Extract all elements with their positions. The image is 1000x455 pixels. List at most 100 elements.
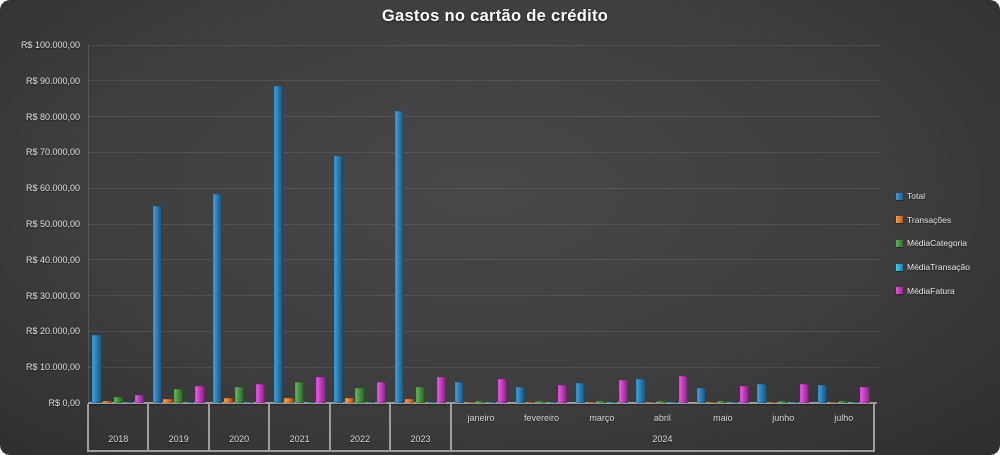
bar-médiafatura-2021[interactable] [316,376,326,403]
bar-transações-fevereiro[interactable] [526,401,536,403]
bar-total-abril[interactable] [636,379,646,403]
bar-médiatransação-maio[interactable] [728,401,739,403]
x-axis-month-label: maio [713,413,733,423]
x-axis-month-label: julho [834,413,854,423]
bar-médiatransação-2022[interactable] [366,401,376,403]
legend-label: Transações [907,214,952,225]
bar-transações-abril[interactable] [647,401,657,403]
bar-total-2023[interactable] [394,111,404,403]
x-axis-month-label: junho [772,413,795,423]
bar-total-julho[interactable] [817,385,828,403]
bar-médiacategoria-2019[interactable] [174,389,184,403]
bar-médiacategoria-2020[interactable] [234,387,244,403]
x-axis-month-label: janeiro [467,413,495,423]
bar-transações-2020[interactable] [223,398,234,403]
bar-transações-junho[interactable] [768,401,778,403]
gridline [88,330,880,332]
category-separator [389,404,392,451]
bar-médiatransação-março[interactable] [607,401,618,403]
bar-total-2020[interactable] [213,193,223,403]
bar-transações-2018[interactable] [102,400,113,403]
bar-total-março[interactable] [576,383,586,403]
y-axis-tick-label: R$ 40.000,00 [25,254,80,265]
gridline [88,295,880,297]
gridline [88,80,880,82]
x-axis-year-label: 2019 [168,434,189,444]
bar-médiafatura-maio[interactable] [739,385,749,403]
category-separator [268,404,271,451]
x-axis-year-label: 2018 [108,434,129,444]
bar-médiacategoria-janeiro[interactable] [476,400,486,403]
bar-médiafatura-fevereiro[interactable] [558,385,568,403]
category-separator [328,404,331,451]
bar-médiacategoria-abril[interactable] [657,400,667,403]
y-axis-tick-label: R$ 50.000,00 [25,219,80,229]
bar-médiatransação-abril[interactable] [668,401,678,403]
bar-médiacategoria-2018[interactable] [113,397,123,403]
bar-médiatransação-2023[interactable] [426,401,436,403]
x-axis-baseline [88,402,877,404]
bar-médiacategoria-março[interactable] [597,401,607,403]
bar-médiatransação-fevereiro[interactable] [547,401,557,403]
bar-médiafatura-2018[interactable] [134,395,145,403]
bar-médiacategoria-julho[interactable] [839,401,849,403]
y-axis-tick-label: R$ 60.000,00 [25,183,80,194]
bar-médiafatura-2020[interactable] [255,384,266,403]
bar-médiacategoria-fevereiro[interactable] [536,401,547,403]
bar-total-2022[interactable] [334,155,344,403]
legend-label: MédiaFatura [907,285,955,296]
legend-item-transações[interactable]: Transações [896,215,951,225]
bar-transações-2023[interactable] [405,398,415,403]
legend-item-médiafatura[interactable]: MédiaFatura [896,286,955,296]
bar-médiafatura-março[interactable] [618,380,628,403]
bar-transações-2022[interactable] [344,397,354,403]
bar-médiatransação-julho[interactable] [849,401,859,403]
gridline [88,44,880,46]
y-axis-tick-label: R$ 0,00 [48,398,80,408]
bar-total-2019[interactable] [152,206,162,403]
bar-médiafatura-julho[interactable] [860,386,870,403]
legend-item-total[interactable]: Total [896,191,925,201]
bar-total-2018[interactable] [92,334,102,403]
bar-médiatransação-junho[interactable] [789,401,799,403]
bar-transações-janeiro[interactable] [465,401,475,403]
bar-total-fevereiro[interactable] [515,387,525,403]
bar-médiacategoria-2023[interactable] [415,386,426,403]
bar-médiacategoria-junho[interactable] [778,401,788,403]
legend-item-médiatransação[interactable]: MédiaTransação [896,262,970,272]
category-separator [87,404,89,451]
bar-total-junho[interactable] [757,384,767,403]
bar-transações-2019[interactable] [163,399,173,403]
category-axis-bottom-line [87,450,875,452]
bar-médiafatura-2023[interactable] [437,376,447,403]
bar-total-janeiro[interactable] [455,381,465,403]
y-axis-tick-label: R$ 10.000,00 [25,362,80,373]
bar-transações-maio[interactable] [707,401,717,403]
gridline [88,366,880,368]
gridline [88,187,880,189]
bar-transações-2021[interactable] [284,397,294,403]
bar-médiafatura-abril[interactable] [679,376,689,403]
legend-item-médiacategoria[interactable]: MédiaCategoria [896,238,967,248]
y-axis-tick-label: R$ 90.000,00 [25,75,80,86]
bar-médiatransação-2019[interactable] [184,401,194,403]
bar-médiafatura-2022[interactable] [376,381,386,403]
bar-médiafatura-junho[interactable] [800,384,810,403]
bar-médiatransação-janeiro[interactable] [487,401,497,403]
bar-transações-março[interactable] [586,401,596,403]
bar-médiafatura-janeiro[interactable] [497,378,507,403]
y-axis-tick-label: R$ 70.000,00 [25,147,80,158]
bar-médiatransação-2021[interactable] [305,401,315,403]
bar-transações-julho[interactable] [828,401,838,403]
bar-total-2021[interactable] [273,86,283,403]
bar-médiacategoria-2021[interactable] [295,381,305,403]
legend-label: MédiaTransação [907,262,970,273]
bar-médiafatura-2019[interactable] [195,385,205,403]
bar-médiatransação-2018[interactable] [124,401,134,403]
legend-label: Total [907,191,925,201]
bar-total-maio[interactable] [696,387,707,403]
bar-médiacategoria-2022[interactable] [355,387,365,403]
bar-médiatransação-2020[interactable] [245,401,255,403]
bar-médiacategoria-maio[interactable] [718,401,728,403]
